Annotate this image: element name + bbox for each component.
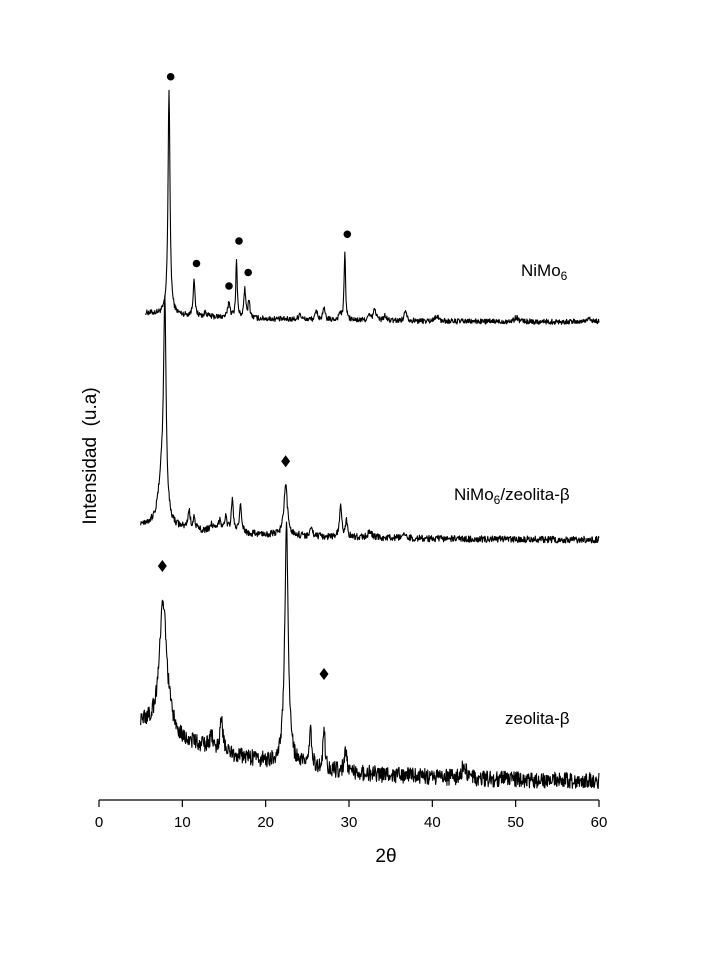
series-label: zeolita-β	[505, 709, 570, 728]
peak-marker-circle	[343, 230, 352, 239]
series-label: NiMo6	[521, 261, 568, 283]
series-traces	[140, 89, 600, 790]
y-axis-title: Intensidad (u.a)	[80, 387, 101, 524]
x-tick-label: 40	[424, 814, 441, 831]
x-axis: 0 10 20 30 40 50 60	[95, 799, 608, 831]
peak-marker-diamond	[157, 560, 167, 572]
peak-markers	[157, 72, 352, 680]
series-line-2	[140, 521, 600, 790]
peak-marker-circle	[235, 237, 243, 245]
peak-marker-circle	[244, 268, 252, 277]
x-tick-label: 0	[95, 814, 103, 831]
x-tick-label: 50	[507, 814, 524, 831]
peak-marker-circle	[192, 259, 201, 268]
peak-marker-diamond	[319, 668, 329, 680]
x-axis-title: 2θ	[375, 846, 396, 867]
x-tick-label: 60	[591, 814, 608, 831]
series-line-1	[140, 294, 600, 544]
x-tick-label: 30	[341, 814, 358, 831]
x-tick-label: 10	[174, 814, 191, 831]
x-tick-label: 20	[257, 814, 274, 831]
series-labels: NiMo6 NiMo6/zeolita-β zeolita-β	[454, 261, 570, 728]
series-line-0	[145, 89, 600, 325]
peak-marker-diamond	[281, 455, 291, 468]
peak-marker-circle	[225, 282, 233, 290]
peak-marker-circle	[166, 72, 175, 81]
series-label: NiMo6/zeolita-β	[454, 485, 570, 507]
